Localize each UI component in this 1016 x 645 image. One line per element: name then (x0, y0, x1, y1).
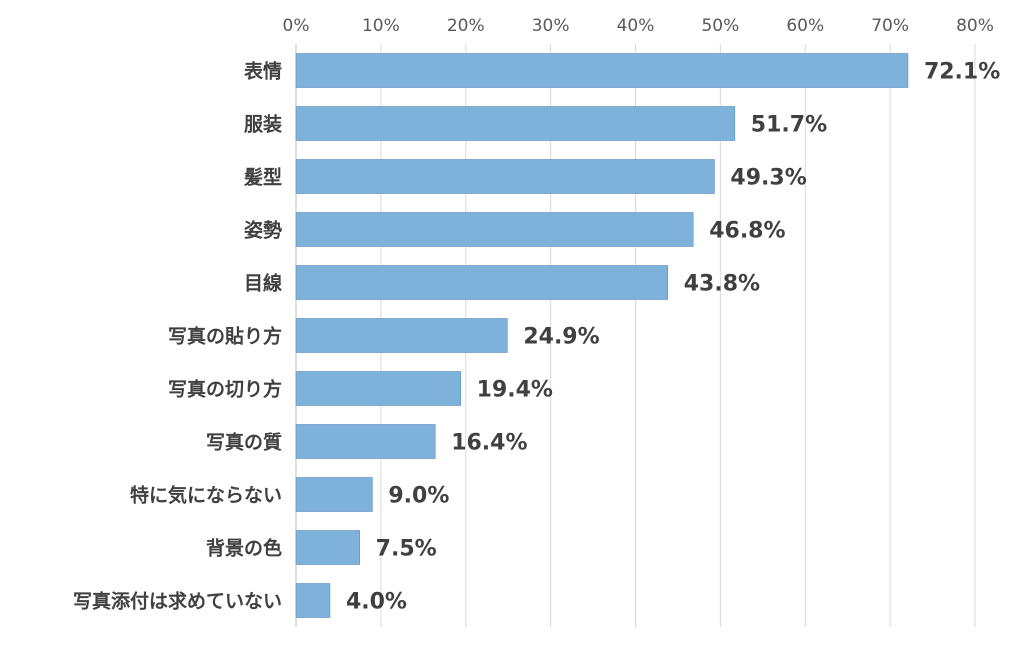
bar (295, 424, 436, 459)
x-tick-label: 20% (447, 16, 485, 36)
category-label: 表情 (244, 60, 282, 83)
x-tick-label: 60% (786, 16, 824, 36)
category-label: 写真の質 (206, 431, 282, 454)
gridlines (295, 44, 976, 627)
category-label: 姿勢 (244, 219, 282, 242)
data-label: 24.9% (523, 325, 599, 350)
bar (295, 53, 909, 88)
data-label: 7.5% (376, 537, 437, 562)
data-label: 49.3% (730, 166, 806, 191)
bar (295, 477, 373, 512)
bar (295, 530, 360, 565)
bar (295, 265, 669, 300)
category-label: 目線 (244, 272, 282, 295)
x-tick-label: 30% (532, 16, 570, 36)
data-labels: 72.1% 51.7% 49.3% 46.8% 43.8% 24.9% 19.4% 16.4%… (346, 60, 1000, 615)
category-label: 特に気にならない (130, 484, 282, 507)
data-label: 19.4% (477, 378, 553, 403)
data-label: 43.8% (684, 272, 760, 297)
category-labels: 表情服装髪型姿勢目線写真の貼り方写真の切り方写真の質特に気にならない背景の色写真… (73, 60, 282, 613)
bar (295, 583, 331, 618)
category-label: 髪型 (243, 166, 282, 189)
category-label: 写真添付は求めていない (73, 590, 282, 613)
data-label: 16.4% (451, 431, 527, 456)
x-tick-label: 80% (956, 16, 994, 36)
data-label: 9.0% (388, 484, 449, 509)
data-label: 46.8% (709, 219, 785, 244)
bars (295, 53, 909, 618)
bar (295, 212, 694, 247)
x-tick-label: 40% (617, 16, 655, 36)
x-tick-label: 10% (362, 16, 400, 36)
category-label: 写真の切り方 (168, 378, 282, 401)
category-label: 服装 (244, 113, 282, 136)
category-label: 写真の貼り方 (168, 325, 282, 348)
x-axis-ticks: 0% 10% 20% 30% 40% 50% 60% 70% 80% (283, 16, 994, 36)
x-tick-label: 50% (701, 16, 739, 36)
bar (295, 159, 715, 194)
bar (295, 371, 461, 406)
x-tick-label: 70% (871, 16, 909, 36)
data-label: 4.0% (346, 590, 407, 615)
data-label: 51.7% (751, 113, 827, 138)
bar (295, 106, 736, 141)
x-tick-label: 0% (283, 16, 310, 36)
bar (295, 318, 508, 353)
data-label: 72.1% (924, 60, 1000, 85)
category-label: 背景の色 (206, 537, 282, 560)
